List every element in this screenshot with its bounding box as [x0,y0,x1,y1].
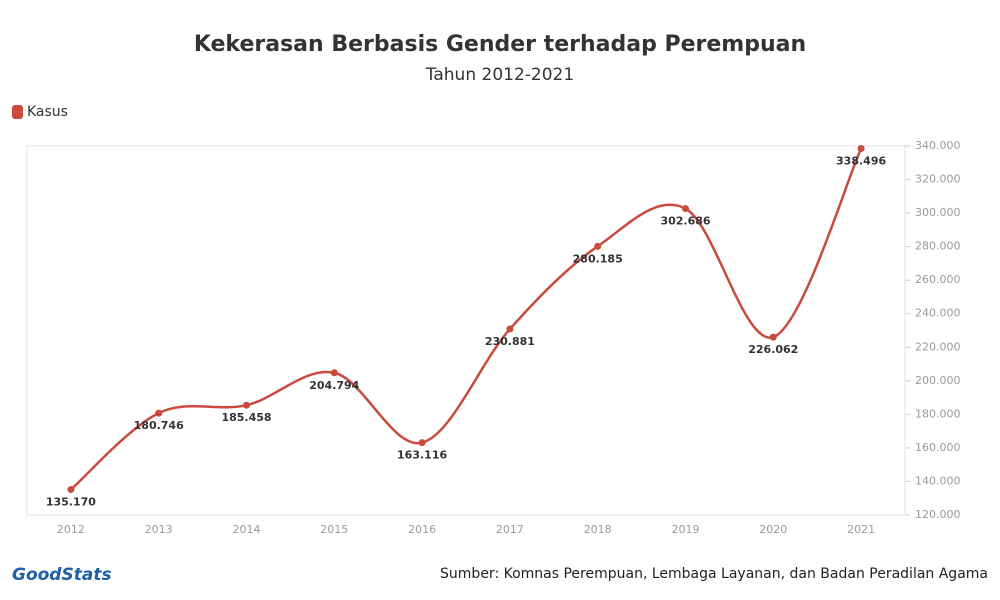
y-tick-label: 260.000 [915,273,961,286]
point [330,369,338,377]
y-tick-label: 280.000 [915,240,961,253]
x-tick-label: 2021 [847,523,875,536]
x-tick-label: 2017 [496,523,524,536]
x-tick-label: 2015 [320,523,348,536]
y-tick-label: 140.000 [915,474,961,487]
x-tick-label: 2012 [57,523,85,536]
y-tick-label: 240.000 [915,307,961,320]
value-label: 302.686 [660,215,710,228]
y-tick-label: 200.000 [915,374,961,387]
value-label: 280.185 [573,252,623,265]
y-tick-label: 180.000 [915,407,961,420]
line [70,147,863,491]
chart-subtitle: Tahun 2012-2021 [425,65,574,85]
chart-title: Kekerasan Berbasis Gender terhadap Perem… [194,32,806,57]
source-note: Sumber: Komnas Perempuan, Lembaga Layana… [440,566,988,582]
value-label: 230.881 [485,335,535,348]
legend-label: Kasus [27,104,68,120]
value-label: 163.116 [397,449,447,462]
plot-frame [26,145,906,516]
logo: GoodStats [12,565,112,585]
y-tick-label: 120.000 [915,508,961,521]
value-label: 204.794 [309,379,359,392]
point [155,409,163,417]
y-tick-label: 340.000 [915,139,961,152]
point [769,333,777,341]
x-tick-label: 2014 [233,523,261,536]
point [243,401,250,409]
x-tick-label: 2018 [584,523,612,536]
value-label: 226.062 [748,343,798,356]
point [594,242,602,250]
y-tick-label: 320.000 [915,173,961,186]
y-tick-label: 300.000 [915,206,961,219]
point [506,325,514,333]
point [67,486,75,494]
point [857,145,865,153]
x-tick-label: 2016 [408,523,436,536]
value-label: 135.170 [46,496,96,509]
value-label: 185.458 [221,411,271,424]
point [682,205,689,213]
x-tick-label: 2020 [759,523,787,536]
value-label: 338.496 [836,155,886,168]
legend-swatch [12,105,23,119]
y-tick-label: 220.000 [915,340,961,353]
point [418,439,426,447]
value-label: 180.746 [134,419,184,432]
y-tick-label: 160.000 [915,441,961,454]
x-tick-label: 2019 [672,523,700,536]
x-tick-label: 2013 [145,523,173,536]
